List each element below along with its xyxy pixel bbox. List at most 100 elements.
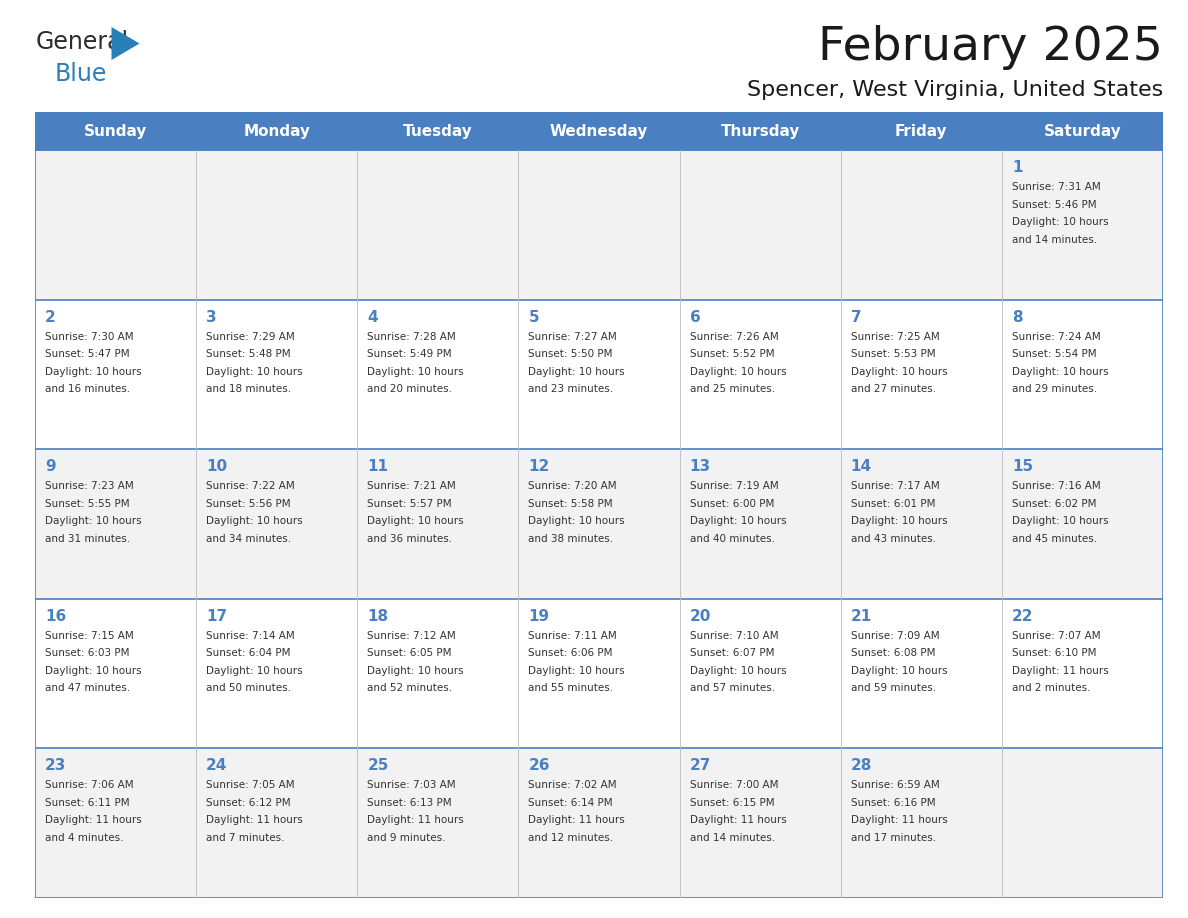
Text: Daylight: 10 hours: Daylight: 10 hours xyxy=(529,666,625,676)
Text: 11: 11 xyxy=(367,459,388,475)
Text: Daylight: 10 hours: Daylight: 10 hours xyxy=(207,666,303,676)
Text: Sunset: 5:55 PM: Sunset: 5:55 PM xyxy=(45,498,129,509)
Text: Daylight: 10 hours: Daylight: 10 hours xyxy=(367,516,463,526)
Text: Sunrise: 7:02 AM: Sunrise: 7:02 AM xyxy=(529,780,617,790)
Bar xyxy=(34,150,1163,299)
Text: Sunset: 6:04 PM: Sunset: 6:04 PM xyxy=(207,648,291,658)
Text: Daylight: 10 hours: Daylight: 10 hours xyxy=(689,516,786,526)
Text: Sunset: 5:58 PM: Sunset: 5:58 PM xyxy=(529,498,613,509)
Text: Sunset: 5:46 PM: Sunset: 5:46 PM xyxy=(1012,199,1097,209)
Text: 7: 7 xyxy=(851,309,861,325)
Text: and 50 minutes.: and 50 minutes. xyxy=(207,683,291,693)
Text: Sunrise: 7:25 AM: Sunrise: 7:25 AM xyxy=(851,331,940,341)
Text: and 55 minutes.: and 55 minutes. xyxy=(529,683,613,693)
Text: Daylight: 10 hours: Daylight: 10 hours xyxy=(45,666,141,676)
Text: and 40 minutes.: and 40 minutes. xyxy=(689,533,775,543)
Text: Sunset: 6:05 PM: Sunset: 6:05 PM xyxy=(367,648,451,658)
Text: and 12 minutes.: and 12 minutes. xyxy=(529,833,613,843)
Text: 19: 19 xyxy=(529,609,550,624)
Text: Blue: Blue xyxy=(55,62,107,86)
Text: Daylight: 10 hours: Daylight: 10 hours xyxy=(45,366,141,376)
Text: 13: 13 xyxy=(689,459,710,475)
Bar xyxy=(34,449,1163,599)
Text: Daylight: 10 hours: Daylight: 10 hours xyxy=(851,666,947,676)
Text: Tuesday: Tuesday xyxy=(403,124,473,139)
Text: 21: 21 xyxy=(851,609,872,624)
Text: Daylight: 11 hours: Daylight: 11 hours xyxy=(45,815,141,825)
Text: Thursday: Thursday xyxy=(720,124,800,139)
Text: 15: 15 xyxy=(1012,459,1034,475)
Text: Sunrise: 7:10 AM: Sunrise: 7:10 AM xyxy=(689,631,778,641)
Bar xyxy=(34,299,1163,449)
Text: Daylight: 10 hours: Daylight: 10 hours xyxy=(1012,217,1108,227)
Text: Sunset: 6:14 PM: Sunset: 6:14 PM xyxy=(529,798,613,808)
Text: Sunrise: 7:19 AM: Sunrise: 7:19 AM xyxy=(689,481,778,491)
Text: and 23 minutes.: and 23 minutes. xyxy=(529,384,613,394)
Text: and 31 minutes.: and 31 minutes. xyxy=(45,533,131,543)
Text: Sunrise: 7:28 AM: Sunrise: 7:28 AM xyxy=(367,331,456,341)
Text: 9: 9 xyxy=(45,459,56,475)
Text: Daylight: 10 hours: Daylight: 10 hours xyxy=(851,366,947,376)
Text: Sunset: 5:54 PM: Sunset: 5:54 PM xyxy=(1012,349,1097,359)
Text: Wednesday: Wednesday xyxy=(550,124,649,139)
Text: Sunset: 5:57 PM: Sunset: 5:57 PM xyxy=(367,498,451,509)
Text: Daylight: 11 hours: Daylight: 11 hours xyxy=(851,815,948,825)
Text: 27: 27 xyxy=(689,758,710,773)
Text: Sunset: 6:13 PM: Sunset: 6:13 PM xyxy=(367,798,451,808)
Text: Saturday: Saturday xyxy=(1043,124,1121,139)
Text: Sunset: 6:12 PM: Sunset: 6:12 PM xyxy=(207,798,291,808)
Text: 4: 4 xyxy=(367,309,378,325)
Text: Sunrise: 7:22 AM: Sunrise: 7:22 AM xyxy=(207,481,295,491)
Text: Sunrise: 7:12 AM: Sunrise: 7:12 AM xyxy=(367,631,456,641)
Text: Daylight: 10 hours: Daylight: 10 hours xyxy=(207,366,303,376)
Text: Sunset: 6:08 PM: Sunset: 6:08 PM xyxy=(851,648,935,658)
Text: and 16 minutes.: and 16 minutes. xyxy=(45,384,131,394)
Text: and 9 minutes.: and 9 minutes. xyxy=(367,833,446,843)
Text: and 27 minutes.: and 27 minutes. xyxy=(851,384,936,394)
Text: Sunset: 6:03 PM: Sunset: 6:03 PM xyxy=(45,648,129,658)
Text: Sunset: 6:00 PM: Sunset: 6:00 PM xyxy=(689,498,773,509)
Text: 10: 10 xyxy=(207,459,227,475)
Text: Sunset: 6:07 PM: Sunset: 6:07 PM xyxy=(689,648,775,658)
Text: Sunrise: 7:16 AM: Sunrise: 7:16 AM xyxy=(1012,481,1100,491)
Text: Sunset: 5:53 PM: Sunset: 5:53 PM xyxy=(851,349,935,359)
Text: Daylight: 10 hours: Daylight: 10 hours xyxy=(529,366,625,376)
Text: and 34 minutes.: and 34 minutes. xyxy=(207,533,291,543)
Bar xyxy=(34,599,1163,748)
Text: Daylight: 11 hours: Daylight: 11 hours xyxy=(689,815,786,825)
Text: Sunrise: 7:15 AM: Sunrise: 7:15 AM xyxy=(45,631,134,641)
Text: Sunrise: 7:00 AM: Sunrise: 7:00 AM xyxy=(689,780,778,790)
Text: Daylight: 10 hours: Daylight: 10 hours xyxy=(1012,516,1108,526)
Text: Sunrise: 7:29 AM: Sunrise: 7:29 AM xyxy=(207,331,295,341)
Text: Sunset: 6:01 PM: Sunset: 6:01 PM xyxy=(851,498,935,509)
Text: 6: 6 xyxy=(689,309,700,325)
Text: Sunset: 6:16 PM: Sunset: 6:16 PM xyxy=(851,798,935,808)
Text: 2: 2 xyxy=(45,309,56,325)
Text: 26: 26 xyxy=(529,758,550,773)
Text: 5: 5 xyxy=(529,309,539,325)
Text: Daylight: 11 hours: Daylight: 11 hours xyxy=(1012,666,1108,676)
Text: Sunset: 5:56 PM: Sunset: 5:56 PM xyxy=(207,498,291,509)
Text: Daylight: 10 hours: Daylight: 10 hours xyxy=(689,666,786,676)
Text: Sunset: 6:10 PM: Sunset: 6:10 PM xyxy=(1012,648,1097,658)
Text: Sunrise: 6:59 AM: Sunrise: 6:59 AM xyxy=(851,780,940,790)
Text: and 47 minutes.: and 47 minutes. xyxy=(45,683,131,693)
Text: Sunrise: 7:03 AM: Sunrise: 7:03 AM xyxy=(367,780,456,790)
Text: Daylight: 10 hours: Daylight: 10 hours xyxy=(851,516,947,526)
Text: Sunset: 6:11 PM: Sunset: 6:11 PM xyxy=(45,798,129,808)
Text: 12: 12 xyxy=(529,459,550,475)
Text: Sunrise: 7:27 AM: Sunrise: 7:27 AM xyxy=(529,331,618,341)
Text: Sunrise: 7:07 AM: Sunrise: 7:07 AM xyxy=(1012,631,1100,641)
Text: Sunrise: 7:26 AM: Sunrise: 7:26 AM xyxy=(689,331,778,341)
Text: and 7 minutes.: and 7 minutes. xyxy=(207,833,285,843)
Text: and 18 minutes.: and 18 minutes. xyxy=(207,384,291,394)
Text: 18: 18 xyxy=(367,609,388,624)
Text: 16: 16 xyxy=(45,609,67,624)
Text: Spencer, West Virginia, United States: Spencer, West Virginia, United States xyxy=(747,80,1163,100)
Text: 3: 3 xyxy=(207,309,216,325)
Text: 25: 25 xyxy=(367,758,388,773)
Text: and 2 minutes.: and 2 minutes. xyxy=(1012,683,1091,693)
Text: 22: 22 xyxy=(1012,609,1034,624)
Text: and 29 minutes.: and 29 minutes. xyxy=(1012,384,1097,394)
Text: Daylight: 10 hours: Daylight: 10 hours xyxy=(689,366,786,376)
